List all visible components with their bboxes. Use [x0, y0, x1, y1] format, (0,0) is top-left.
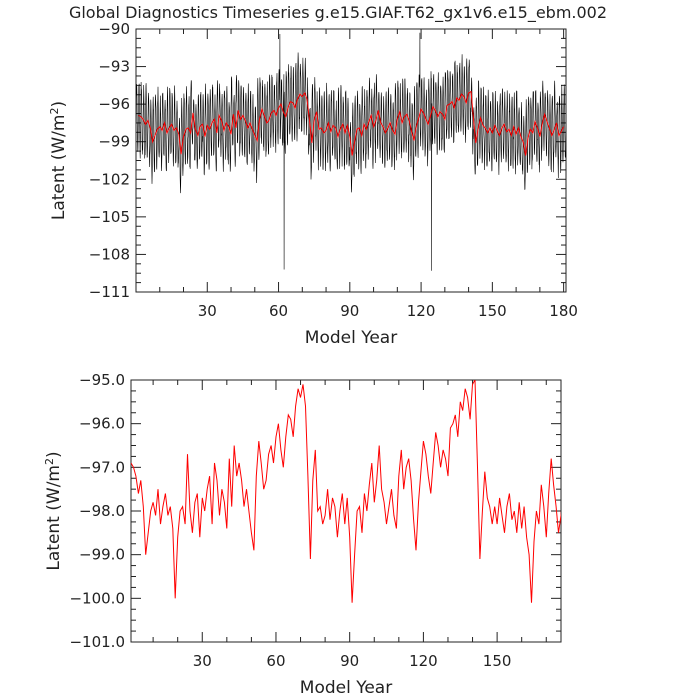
- x-axis: 30 60 90 120 150 180: [159, 29, 578, 320]
- x-tick-label: 120: [409, 652, 438, 670]
- y-axis-label-superscript: 2: [43, 458, 56, 465]
- x-tick-label: 90: [340, 652, 359, 670]
- x-tick-label: 60: [269, 302, 288, 320]
- y-axis-label: Latent (W/m2): [43, 451, 64, 570]
- x-tick-label: 150: [483, 652, 512, 670]
- y-tick-label: −102: [89, 170, 130, 188]
- y-tick-label: −96.0: [79, 415, 125, 433]
- chart-annual-mean: −101.0 −100.0 −99.0 −98.0 −97.0 −96.0 −95.0 30…: [43, 371, 562, 698]
- y-tick-label: −105: [89, 208, 130, 226]
- x-tick-label: 150: [478, 302, 507, 320]
- series-line-annual-mean: [131, 380, 561, 603]
- chart-monthly-and-annual: −111 −108 −105 −102 −99 −96 −93 −90 30 60 90 120 15…: [48, 20, 578, 348]
- y-tick-label: −99: [98, 133, 130, 151]
- y-axis-label-main: Latent (W/m: [49, 115, 69, 221]
- x-axis: 30 60 90 120 150: [152, 380, 547, 670]
- x-tick-label: 90: [340, 302, 359, 320]
- series-line-monthly: [136, 32, 566, 271]
- y-axis-label-close: ): [49, 101, 69, 108]
- y-tick-label: −99.0: [79, 546, 125, 564]
- y-tick-label: −93: [98, 58, 130, 76]
- x-axis-label: Model Year: [305, 328, 397, 348]
- x-tick-label: 120: [407, 302, 436, 320]
- series-line-annual-mean: [138, 90, 565, 156]
- series-group: [136, 32, 566, 271]
- y-tick-label: −96: [98, 95, 130, 113]
- y-axis-label-close: ): [44, 451, 64, 458]
- x-tick-label: 180: [549, 302, 578, 320]
- x-tick-label: 30: [193, 652, 212, 670]
- y-axis-label-superscript: 2: [48, 108, 61, 115]
- y-axis: −101.0 −100.0 −99.0 −98.0 −97.0 −96.0 −95.0: [69, 371, 561, 651]
- y-axis: −111 −108 −105 −102 −99 −96 −93 −90: [89, 20, 566, 301]
- series-group: [131, 380, 561, 603]
- y-axis-label: Latent (W/m2): [48, 101, 69, 220]
- y-tick-label: −97.0: [79, 458, 125, 476]
- y-tick-label: −108: [89, 245, 130, 263]
- y-tick-label: −101.0: [69, 633, 125, 651]
- y-tick-label: −90: [98, 20, 130, 38]
- y-tick-label: −95.0: [79, 371, 125, 389]
- y-tick-label: −111: [89, 283, 130, 301]
- y-tick-label: −100.0: [69, 589, 125, 607]
- figure-title: Global Diagnostics Timeseries g.e15.GIAF…: [69, 3, 607, 23]
- y-tick-label: −98.0: [79, 502, 125, 520]
- x-axis-label: Model Year: [300, 678, 392, 698]
- x-tick-label: 30: [198, 302, 217, 320]
- x-tick-label: 60: [266, 652, 285, 670]
- y-axis-label-main: Latent (W/m: [44, 465, 64, 571]
